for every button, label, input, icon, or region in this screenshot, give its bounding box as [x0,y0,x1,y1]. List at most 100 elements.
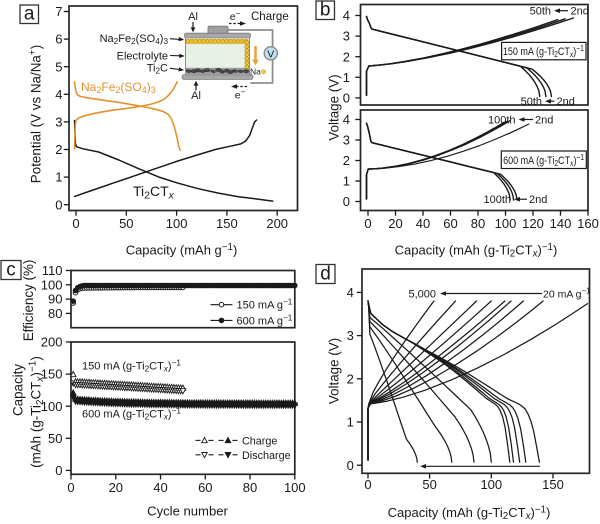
svg-text:80: 80 [48,306,62,321]
svg-text:Voltage (V): Voltage (V) [327,338,342,404]
svg-text:2: 2 [55,142,62,157]
svg-text:Na: Na [250,67,261,77]
svg-text:50: 50 [48,431,62,446]
svg-text:0: 0 [347,458,354,473]
svg-text:1: 1 [343,70,350,85]
svg-text:Capacity (mAh (g-Ti2CTx)−1): Capacity (mAh (g-Ti2CTx)−1) [388,504,551,522]
svg-text:100: 100 [166,216,188,231]
svg-text:150: 150 [216,216,238,231]
svg-text:0: 0 [364,216,371,231]
svg-text:100: 100 [41,277,63,292]
svg-text:Capacity (mAh g−1): Capacity (mAh g−1) [126,242,238,258]
svg-text:90: 90 [48,292,62,307]
svg-text:150 mA (g-Ti2CTx)−1: 150 mA (g-Ti2CTx)−1 [503,43,584,59]
svg-text:50th: 50th [521,96,542,108]
svg-text:Electrolyte: Electrolyte [117,51,168,63]
svg-text:0: 0 [67,480,74,495]
svg-text:40: 40 [153,480,167,495]
svg-text:Capacity (mAh (g-Ti2CTx)−1): Capacity (mAh (g-Ti2CTx)−1) [395,242,558,260]
svg-text:c: c [6,260,16,281]
svg-text:20: 20 [109,480,123,495]
svg-text:160: 160 [577,216,599,231]
svg-text:100: 100 [41,399,63,414]
svg-text:Ti2CTx: Ti2CTx [133,183,175,201]
svg-text:b: b [320,0,331,21]
svg-text:4: 4 [343,112,350,127]
svg-text:100: 100 [480,477,502,492]
svg-text:a: a [24,4,35,25]
svg-text:80: 80 [471,216,485,231]
svg-text:Voltage (V): Voltage (V) [327,74,342,140]
svg-text:1: 1 [55,170,62,185]
svg-text:Capacity: Capacity [11,364,26,416]
svg-text:1: 1 [347,415,354,430]
svg-text:d: d [320,264,331,285]
svg-text:60: 60 [443,216,457,231]
svg-text:3: 3 [347,328,354,343]
svg-text:600 mA (g-Ti2CTx)−1: 600 mA (g-Ti2CTx)−1 [82,407,181,422]
svg-text:2: 2 [347,371,354,386]
svg-text:600 mA (g-Ti2CTx)−1: 600 mA (g-Ti2CTx)−1 [503,152,584,168]
svg-text:50: 50 [422,477,436,492]
svg-text:150 mA (g-Ti2CTx)−1: 150 mA (g-Ti2CTx)−1 [82,359,181,374]
svg-text:1: 1 [343,174,350,189]
svg-text:0: 0 [72,216,79,231]
svg-text:e−: e− [235,88,246,102]
svg-text:600 mA g−1: 600 mA g−1 [237,313,293,327]
svg-text:Al: Al [188,11,198,23]
svg-text:Al: Al [191,90,201,102]
svg-text:100: 100 [495,216,517,231]
svg-text:(mAh (g-Ti2CTx)−1): (mAh (g-Ti2CTx)−1) [28,356,46,468]
svg-text:2nd: 2nd [557,96,575,108]
svg-text:140: 140 [550,216,572,231]
svg-text:6: 6 [55,32,62,47]
svg-text:2: 2 [343,49,350,64]
svg-text:80: 80 [243,480,257,495]
svg-text:150: 150 [542,477,564,492]
svg-text:110: 110 [42,263,63,278]
svg-text:Discharge: Discharge [242,450,291,462]
svg-text:3: 3 [343,29,350,44]
svg-text:5,000: 5,000 [408,289,436,301]
svg-text:Charge: Charge [251,11,289,23]
svg-text:2nd: 2nd [571,6,589,18]
svg-text:200: 200 [41,335,63,350]
svg-text:4: 4 [347,285,354,300]
svg-text:5: 5 [55,59,62,74]
svg-text:V: V [267,49,274,61]
svg-text:Na2Fe2(SO4)3: Na2Fe2(SO4)3 [81,80,156,95]
svg-text:100: 100 [284,480,306,495]
svg-text:150 mA g−1: 150 mA g−1 [237,298,293,312]
svg-text:20: 20 [388,216,402,231]
svg-text:0: 0 [343,91,350,106]
svg-text:3: 3 [343,133,350,148]
svg-text:Efficiency (%): Efficiency (%) [21,260,36,342]
svg-text:150: 150 [41,367,63,382]
svg-text:4: 4 [343,8,350,23]
svg-text:Na2Fe2(SO4)3: Na2Fe2(SO4)3 [100,33,169,46]
svg-text:Charge: Charge [242,435,277,447]
svg-text:100th: 100th [483,194,511,206]
svg-text:3: 3 [55,115,62,130]
svg-text:60: 60 [198,480,212,495]
svg-text:4: 4 [55,87,62,102]
svg-text:2nd: 2nd [535,114,553,126]
svg-text:200: 200 [266,216,288,231]
svg-text:Potential (V vs Na/Na+): Potential (V vs Na/Na+) [28,45,44,183]
svg-text:e−: e− [230,9,241,23]
svg-text:100th: 100th [488,114,516,126]
svg-text:40: 40 [416,216,430,231]
svg-text:120: 120 [522,216,544,231]
svg-text:50th: 50th [530,6,551,18]
svg-text:0: 0 [343,194,350,209]
svg-text:20 mA g−1: 20 mA g−1 [543,287,591,301]
svg-text:0: 0 [55,197,62,212]
svg-text:2: 2 [343,153,350,168]
svg-text:0: 0 [364,477,371,492]
svg-text:0: 0 [55,463,62,478]
svg-text:Ti2C: Ti2C [147,63,168,76]
svg-text:7: 7 [55,4,62,19]
svg-text:50: 50 [119,216,133,231]
svg-text:Cycle number: Cycle number [147,504,228,519]
svg-text:2nd: 2nd [529,194,547,206]
